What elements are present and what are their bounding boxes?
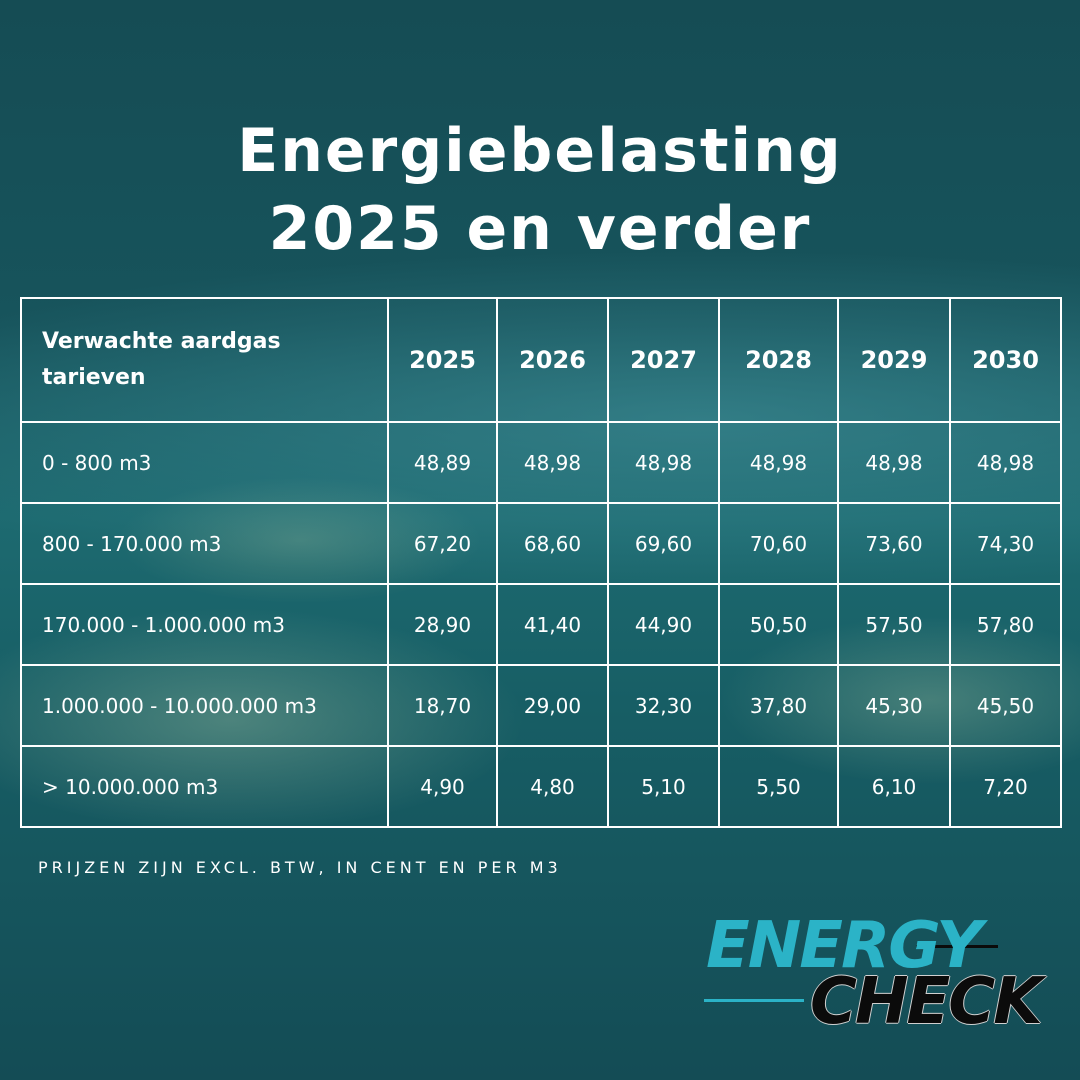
- year-header: 2027: [607, 297, 720, 423]
- value-cell: 29,00: [496, 664, 609, 747]
- year-header: 2029: [837, 297, 951, 423]
- value-cell: 48,98: [718, 421, 839, 504]
- value-cell: 70,60: [718, 502, 839, 585]
- value-cell: 37,80: [718, 664, 839, 747]
- value-cell: 44,90: [607, 583, 720, 666]
- value-cell: 48,89: [387, 421, 498, 504]
- year-header: 2030: [949, 297, 1062, 423]
- energy-check-logo: ENERGY CHECK: [700, 908, 1043, 1038]
- row-label-header: Verwachte aardgas tarieven: [20, 297, 389, 423]
- logo-rule-bottom: [704, 999, 804, 1002]
- value-cell: 45,30: [837, 664, 951, 747]
- year-header: 2026: [496, 297, 609, 423]
- value-cell: 48,98: [949, 421, 1062, 504]
- page-title: Energiebelasting 2025 en verder: [0, 112, 1080, 268]
- range-cell: 1.000.000 - 10.000.000 m3: [20, 664, 389, 747]
- value-cell: 73,60: [837, 502, 951, 585]
- value-cell: 57,50: [837, 583, 951, 666]
- year-header: 2025: [387, 297, 498, 423]
- value-cell: 7,20: [949, 745, 1062, 828]
- logo-word-energy: ENERGY: [706, 909, 983, 983]
- table-row: 170.000 - 1.000.000 m3 28,90 41,40 44,90…: [20, 583, 1062, 666]
- value-cell: 32,30: [607, 664, 720, 747]
- value-cell: 41,40: [496, 583, 609, 666]
- value-cell: 67,20: [387, 502, 498, 585]
- price-footnote: PRIJZEN ZIJN EXCL. BTW, IN CENT EN PER M…: [38, 858, 562, 877]
- value-cell: 4,90: [387, 745, 498, 828]
- table-row: 800 - 170.000 m3 67,20 68,60 69,60 70,60…: [20, 502, 1062, 585]
- value-cell: 50,50: [718, 583, 839, 666]
- value-cell: 4,80: [496, 745, 609, 828]
- value-cell: 6,10: [837, 745, 951, 828]
- value-cell: 48,98: [496, 421, 609, 504]
- range-cell: > 10.000.000 m3: [20, 745, 389, 828]
- value-cell: 5,50: [718, 745, 839, 828]
- value-cell: 57,80: [949, 583, 1062, 666]
- range-cell: 800 - 170.000 m3: [20, 502, 389, 585]
- value-cell: 48,98: [837, 421, 951, 504]
- value-cell: 69,60: [607, 502, 720, 585]
- logo-word-check: CHECK: [810, 965, 1043, 1039]
- value-cell: 5,10: [607, 745, 720, 828]
- value-cell: 28,90: [387, 583, 498, 666]
- table-header-row: Verwachte aardgas tarieven 2025 2026 202…: [20, 297, 1062, 423]
- table-row: 1.000.000 - 10.000.000 m3 18,70 29,00 32…: [20, 664, 1062, 747]
- value-cell: 74,30: [949, 502, 1062, 585]
- value-cell: 18,70: [387, 664, 498, 747]
- value-cell: 45,50: [949, 664, 1062, 747]
- table-row: > 10.000.000 m3 4,90 4,80 5,10 5,50 6,10…: [20, 745, 1062, 828]
- range-cell: 170.000 - 1.000.000 m3: [20, 583, 389, 666]
- title-line-1: Energiebelasting: [237, 116, 843, 186]
- value-cell: 68,60: [496, 502, 609, 585]
- value-cell: 48,98: [607, 421, 720, 504]
- gas-tariff-table: Verwachte aardgas tarieven 2025 2026 202…: [20, 297, 1062, 828]
- logo-rule-top: [916, 945, 998, 948]
- title-line-2: 2025 en verder: [268, 194, 812, 264]
- range-cell: 0 - 800 m3: [20, 421, 389, 504]
- table-row: 0 - 800 m3 48,89 48,98 48,98 48,98 48,98…: [20, 421, 1062, 504]
- year-header: 2028: [718, 297, 839, 423]
